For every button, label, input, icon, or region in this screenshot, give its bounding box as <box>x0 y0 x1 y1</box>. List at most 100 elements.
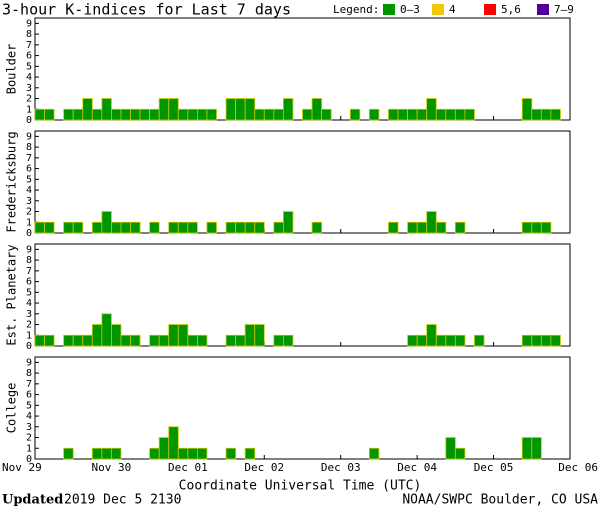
bar <box>273 334 284 347</box>
bar <box>197 108 208 121</box>
bar <box>225 447 237 460</box>
y-tick-label: 8 <box>26 142 32 153</box>
legend-text: 5,6 <box>501 3 521 16</box>
bar <box>101 98 112 121</box>
bar <box>63 447 74 460</box>
y-tick-label: 9 <box>26 357 32 368</box>
y-tick-label: 1 <box>26 104 32 115</box>
bar <box>407 334 418 347</box>
bar <box>282 211 294 234</box>
bar <box>158 437 170 460</box>
y-tick-label: 6 <box>26 51 32 62</box>
y-axis-label: Est. Planetary <box>5 244 19 345</box>
legend-text: 0–3 <box>400 3 420 16</box>
y-tick-label: 2 <box>26 94 32 105</box>
y-tick-label: 2 <box>26 320 32 331</box>
y-axis-label: Boulder <box>5 44 19 95</box>
bar <box>168 426 179 460</box>
bar <box>206 221 217 234</box>
bar <box>521 98 533 121</box>
legend-text: 7–9 <box>554 3 574 16</box>
y-tick-label: 8 <box>26 29 32 40</box>
bar <box>254 221 265 234</box>
bar <box>368 447 380 460</box>
bar <box>416 108 428 121</box>
bar <box>426 98 437 121</box>
bar <box>82 98 93 121</box>
panel-frame <box>34 356 571 460</box>
bar <box>407 221 418 234</box>
y-tick-label: 3 <box>26 309 32 320</box>
bar <box>72 334 84 347</box>
bar <box>101 313 112 347</box>
bar <box>235 221 246 234</box>
y-tick-label: 7 <box>26 40 32 51</box>
bar <box>101 447 112 460</box>
y-tick-label: 3 <box>26 83 32 94</box>
bar <box>426 211 437 234</box>
y-tick-label: 7 <box>26 266 32 277</box>
panel-frame <box>34 130 571 234</box>
y-tick-label: 0 <box>26 454 32 465</box>
bar <box>225 98 237 121</box>
bar <box>225 334 237 347</box>
y-tick-label: 1 <box>26 330 32 341</box>
bar <box>225 221 237 234</box>
y-tick-label: 7 <box>26 379 32 390</box>
y-tick-label: 1 <box>26 443 32 454</box>
bar <box>91 108 103 121</box>
y-tick-label: 2 <box>26 207 32 218</box>
bar <box>149 221 160 234</box>
bar <box>282 334 294 347</box>
bar <box>177 221 189 234</box>
bar <box>445 108 456 121</box>
bar <box>244 447 256 460</box>
y-tick-label: 5 <box>26 287 32 298</box>
bar <box>426 324 437 347</box>
y-tick-label: 5 <box>26 174 32 185</box>
y-tick-label: 0 <box>26 228 32 239</box>
x-tick-label: Dec 01 <box>168 461 208 474</box>
bar <box>63 108 74 121</box>
bar <box>302 108 313 121</box>
bar <box>454 108 466 121</box>
y-tick-label: 9 <box>26 244 32 255</box>
bar <box>111 221 122 234</box>
bar <box>531 437 542 460</box>
bar <box>531 221 542 234</box>
legend-text: 4 <box>449 3 456 16</box>
bar <box>244 221 256 234</box>
y-tick-label: 6 <box>26 390 32 401</box>
y-tick-label: 4 <box>26 411 32 422</box>
bar <box>464 108 475 121</box>
bar <box>206 108 217 121</box>
bar <box>435 334 447 347</box>
bar <box>187 334 198 347</box>
bar <box>254 324 265 347</box>
x-tick-label: Dec 02 <box>244 461 284 474</box>
bar <box>540 108 552 121</box>
title: 3-hour K-indices for Last 7 days <box>2 1 291 19</box>
x-tick-label: Nov 29 <box>2 461 42 474</box>
bar <box>197 334 208 347</box>
y-tick-label: 6 <box>26 277 32 288</box>
bar <box>368 108 380 121</box>
bar <box>177 447 189 460</box>
bar <box>34 108 45 121</box>
bar <box>149 108 160 121</box>
legend-label: Legend: <box>333 3 379 16</box>
x-tick-label: Dec 04 <box>397 461 437 474</box>
bar <box>149 334 160 347</box>
y-tick-label: 6 <box>26 164 32 175</box>
bar <box>388 221 399 234</box>
legend-swatch <box>432 4 444 15</box>
y-axis-label: Fredericksburg <box>5 131 19 232</box>
panel-frame <box>34 243 571 347</box>
y-tick-label: 4 <box>26 72 32 83</box>
x-tick-label: Dec 03 <box>321 461 361 474</box>
bar <box>91 221 103 234</box>
bar <box>244 324 256 347</box>
bar <box>120 334 131 347</box>
y-tick-label: 0 <box>26 341 32 352</box>
bar <box>550 334 561 347</box>
